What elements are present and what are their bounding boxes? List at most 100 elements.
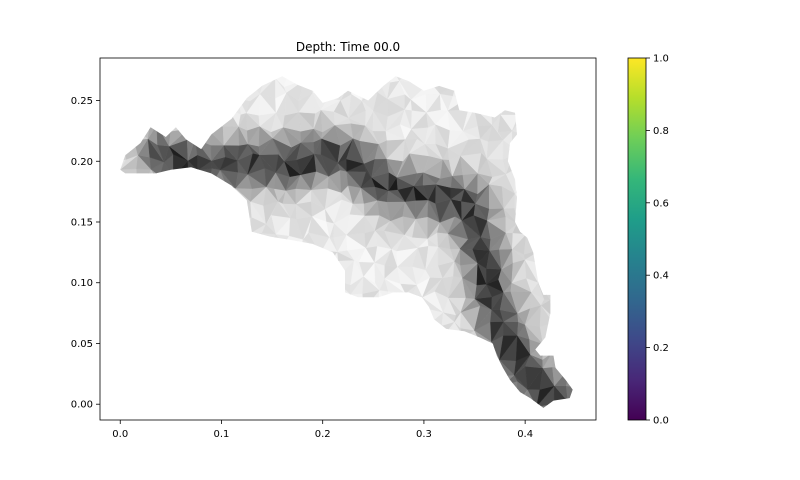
mesh-triangle [120, 337, 124, 357]
mesh-triangle [561, 221, 573, 240]
mesh-triangle [150, 264, 160, 285]
mesh-triangle [121, 217, 135, 240]
mesh-triangle [239, 325, 252, 345]
mesh-triangle [536, 403, 555, 408]
mesh-triangle [568, 125, 573, 139]
mesh-triangle [120, 308, 137, 330]
mesh-triangle [518, 76, 527, 83]
mesh-triangle [435, 368, 457, 382]
mesh-triangle [120, 355, 134, 371]
mesh-triangle [120, 337, 124, 357]
colorbar-frame [627, 57, 647, 421]
mesh-triangle [514, 169, 530, 194]
mesh-triangle [500, 396, 518, 408]
mesh-triangle [568, 76, 573, 87]
mesh-triangle [226, 308, 236, 331]
mesh-triangle [488, 372, 503, 386]
mesh-triangle [143, 76, 161, 85]
mesh-triangle [300, 353, 314, 370]
mesh-triangle [123, 265, 133, 286]
mesh-triangle [135, 83, 148, 103]
mesh-triangle [187, 230, 203, 255]
mesh-triangle [536, 115, 558, 125]
mesh-triangle [198, 108, 210, 131]
mesh-triangle [276, 335, 292, 361]
mesh-triangle [143, 233, 163, 254]
mesh-triangle [186, 313, 202, 331]
mesh-triangle [435, 52, 450, 66]
mesh-triangle [131, 232, 145, 249]
mesh-triangle [195, 108, 210, 134]
mesh-triangle [376, 351, 393, 367]
mesh-triangle [257, 291, 278, 316]
mesh-triangle [120, 238, 138, 253]
mesh-triangle [183, 52, 201, 68]
mesh-triangle [350, 76, 361, 82]
mesh-triangle [197, 383, 214, 404]
mesh-triangle [120, 309, 137, 331]
mesh-triangle [462, 76, 479, 79]
mesh-triangle [531, 123, 544, 147]
mesh-triangle [110, 307, 119, 330]
mesh-triangle [176, 189, 191, 208]
mesh-triangle [325, 380, 343, 403]
mesh-triangle [514, 192, 524, 209]
mesh-triangle [194, 130, 210, 140]
mesh-triangle [579, 52, 591, 71]
mesh-triangle [157, 338, 177, 351]
mesh-triangle [120, 128, 138, 149]
mesh-triangle [233, 280, 250, 298]
mesh-triangle [120, 94, 127, 117]
mesh-triangle [145, 308, 160, 324]
mesh-triangle [120, 76, 123, 87]
mesh-triangle [351, 355, 363, 373]
mesh-triangle [186, 293, 204, 315]
mesh-triangle [235, 295, 250, 315]
mesh-triangle [257, 76, 276, 79]
mesh-triangle [549, 299, 569, 316]
mesh-triangle [138, 188, 151, 208]
mesh-triangle [120, 306, 122, 330]
mesh-triangle [322, 320, 343, 346]
mesh-triangle [283, 308, 304, 328]
mesh-triangle [436, 380, 457, 405]
mesh-triangle [283, 365, 304, 392]
mesh-triangle [298, 400, 315, 408]
x-tick-label: 0.2 [315, 429, 331, 440]
mesh-triangle [120, 235, 123, 254]
mesh-triangle [210, 76, 228, 83]
mesh-triangle [455, 380, 466, 401]
y-tick-label: 0.05 [71, 339, 93, 350]
mesh-triangle [339, 52, 352, 66]
mesh-triangle [377, 305, 389, 321]
mesh-triangle [321, 76, 340, 79]
mesh-triangle [409, 386, 429, 406]
mesh-triangle [455, 370, 466, 383]
mesh-triangle [158, 277, 177, 301]
mesh-triangle [539, 228, 557, 250]
mesh-triangle [270, 244, 285, 267]
mesh-triangle [551, 206, 562, 223]
mesh-triangle [258, 290, 278, 316]
mesh-triangle [250, 261, 262, 281]
mesh-triangle [360, 52, 376, 68]
mesh-triangle [313, 400, 328, 408]
mesh-triangle [220, 366, 239, 386]
mesh-triangle [362, 371, 374, 388]
mesh-triangle [548, 322, 568, 342]
mesh-triangle [578, 328, 591, 342]
mesh-triangle [578, 308, 591, 328]
mesh-triangle [161, 370, 170, 382]
mesh-triangle [184, 98, 199, 117]
mesh-triangle [170, 115, 190, 129]
mesh-triangle [516, 206, 530, 224]
mesh-triangle [157, 308, 170, 331]
mesh-triangle [579, 156, 591, 173]
mesh-triangle [172, 277, 188, 301]
mesh-triangle [143, 381, 163, 402]
mesh-triangle [244, 351, 259, 376]
mesh-triangle [568, 112, 573, 127]
mesh-triangle [485, 76, 506, 88]
mesh-triangle [131, 278, 149, 299]
mesh-triangle [476, 76, 492, 79]
